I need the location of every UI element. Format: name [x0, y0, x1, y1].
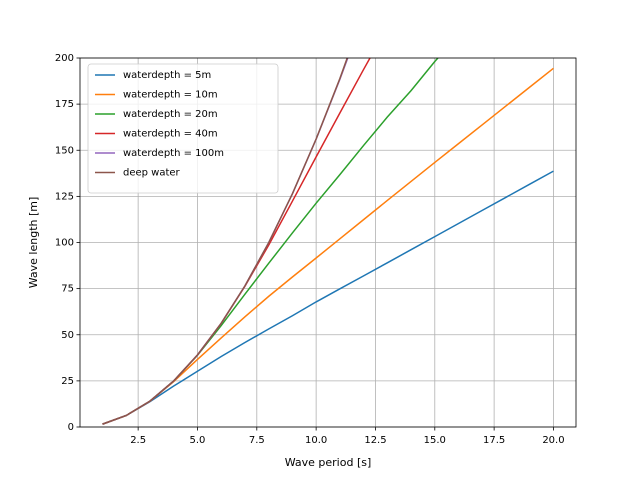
x-tick-label: 15.0 — [424, 435, 446, 446]
x-tick-label: 17.5 — [483, 435, 505, 446]
x-tick-label: 10.0 — [305, 435, 327, 446]
y-tick-label: 0 — [68, 422, 74, 433]
series-line — [102, 67, 554, 425]
legend-box — [87, 63, 279, 194]
y-tick-label: 75 — [61, 284, 74, 295]
axes-frame — [79, 57, 577, 428]
legend-label: waterdepth = 10m — [123, 90, 218, 101]
x-tick-label: 5.0 — [190, 435, 206, 446]
legend-label: deep water — [123, 168, 181, 179]
series-line — [102, 170, 554, 425]
y-tick-label: 50 — [61, 330, 74, 341]
legend-label: waterdepth = 100m — [123, 148, 224, 159]
x-tick-label: 20.0 — [542, 435, 564, 446]
x-tick-label: 2.5 — [130, 435, 146, 446]
y-tick-label: 25 — [61, 376, 74, 387]
x-tick-label: 7.5 — [249, 435, 265, 446]
plot-area — [102, 58, 554, 425]
y-tick-label: 125 — [55, 191, 74, 202]
y-tick-label: 175 — [55, 99, 74, 110]
legend-label: waterdepth = 20m — [123, 109, 218, 120]
x-tick-label: 12.5 — [364, 435, 386, 446]
y-tick-label: 200 — [55, 53, 74, 64]
x-axis-label: Wave period [s] — [285, 456, 372, 469]
legend-label: waterdepth = 40m — [123, 129, 218, 140]
legend-label: waterdepth = 5m — [123, 70, 211, 81]
y-axis-label: Wave length [m] — [27, 197, 40, 289]
series-line — [102, 58, 349, 425]
y-tick-label: 150 — [55, 145, 74, 156]
legend: waterdepth = 5m waterdepth = 10m waterdept… — [87, 63, 279, 194]
y-tick-label: 100 — [55, 238, 74, 249]
